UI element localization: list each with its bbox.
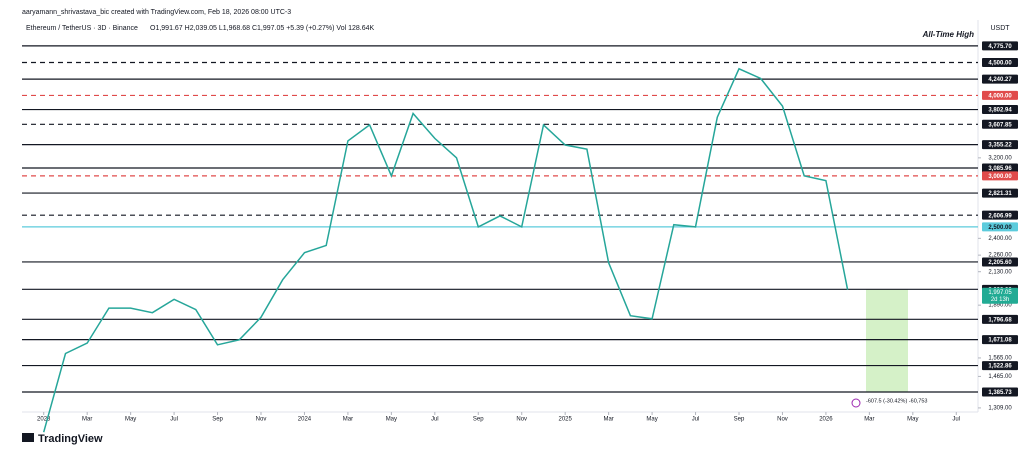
x-tick-label: Sep — [734, 417, 745, 423]
level-label: 4,000.00 — [988, 94, 1012, 100]
y-tick-label: 1,309.00 — [988, 405, 1012, 411]
level-label: 2,821.31 — [988, 191, 1012, 197]
credit: aaryamann_shrivastava_bic created with T… — [22, 9, 291, 16]
currency: USDT — [990, 25, 1010, 32]
level-label: 3,085.96 — [988, 166, 1012, 172]
x-tick-label: Nov — [256, 417, 267, 423]
level-label: 4,240.27 — [988, 77, 1012, 83]
x-tick-label: Sep — [212, 417, 223, 423]
x-tick-label: May — [646, 417, 657, 423]
level-label: 4,775.70 — [988, 44, 1012, 50]
x-tick-label: Nov — [516, 417, 527, 423]
level-label: 2,500.00 — [988, 225, 1012, 231]
level-box — [982, 163, 1018, 173]
y-tick-label: 2,400.00 — [988, 236, 1012, 242]
level-label: 1,385.73 — [988, 390, 1012, 396]
x-tick-label: 2024 — [298, 417, 312, 423]
level-box — [982, 140, 1018, 150]
projection-box — [866, 289, 908, 392]
level-box — [982, 90, 1018, 100]
last-price-label: 1,997.05 — [988, 290, 1012, 296]
x-tick-label: Jul — [692, 417, 700, 423]
x-tick-label: 2025 — [559, 417, 573, 423]
chart-title: Ethereum / TetherUS · 3D · Binance — [26, 25, 138, 32]
level-label: 1,671.08 — [988, 338, 1012, 344]
level-label: 3,355.22 — [988, 143, 1012, 149]
y-tick-label: 2,260.00 — [988, 253, 1012, 259]
last-price-box — [982, 287, 1018, 304]
x-tick-label: Mar — [603, 417, 613, 423]
level-box — [982, 335, 1018, 345]
y-tick-label: 3,200.00 — [988, 155, 1012, 161]
level-box — [982, 105, 1018, 115]
x-tick-label: Jul — [431, 417, 439, 423]
y-tick-label: 1,565.00 — [988, 356, 1012, 362]
level-label: 2,205.60 — [988, 260, 1012, 266]
level-box — [982, 74, 1018, 84]
level-label: 3,607.85 — [988, 122, 1012, 128]
countdown: 2d 13h — [991, 297, 1009, 303]
brand: TradingView — [38, 433, 103, 445]
level-box — [982, 119, 1018, 129]
x-tick-label: 2023 — [37, 417, 51, 423]
level-label: 3,802.94 — [988, 108, 1012, 114]
logo-icon — [22, 433, 34, 442]
measure-icon — [851, 398, 861, 408]
level-box — [982, 210, 1018, 220]
x-tick-label: May — [125, 417, 136, 423]
level-box — [982, 361, 1018, 371]
measure-label: -607.5 (-30.42%) -60,753 — [866, 398, 927, 404]
annotation: All-Time High — [922, 30, 975, 39]
level-box — [982, 257, 1018, 267]
level-box — [982, 57, 1018, 67]
level-box — [982, 314, 1018, 324]
x-tick-label: Sep — [473, 417, 484, 423]
level-box — [982, 41, 1018, 51]
level-box — [982, 188, 1018, 198]
x-tick-label: Mar — [864, 417, 874, 423]
x-tick-label: Nov — [777, 417, 788, 423]
level-label: 1,522.86 — [988, 364, 1012, 370]
x-tick-label: Mar — [82, 417, 92, 423]
x-tick-label: Mar — [343, 417, 353, 423]
level-label: 2,606.99 — [988, 213, 1012, 219]
x-tick-label: 2026 — [819, 417, 833, 423]
level-box — [982, 171, 1018, 181]
x-tick-label: Jul — [170, 417, 178, 423]
y-tick-label: 1,890.00 — [988, 303, 1012, 309]
x-tick-label: Jul — [952, 417, 960, 423]
level-box — [982, 387, 1018, 397]
y-tick-label: 2,130.00 — [988, 269, 1012, 275]
x-tick-label: May — [386, 417, 397, 423]
level-box — [982, 222, 1018, 232]
level-label: 1,796.68 — [988, 317, 1012, 323]
price-line — [42, 67, 849, 433]
level-label: 4,500.00 — [988, 61, 1012, 67]
x-tick-label: May — [907, 417, 918, 423]
level-label: 3,000.00 — [988, 174, 1012, 180]
ohlc: O1,991.67 H2,039.05 L1,968.68 C1,997.05 … — [150, 25, 375, 32]
y-tick-label: 1,465.00 — [988, 374, 1012, 380]
